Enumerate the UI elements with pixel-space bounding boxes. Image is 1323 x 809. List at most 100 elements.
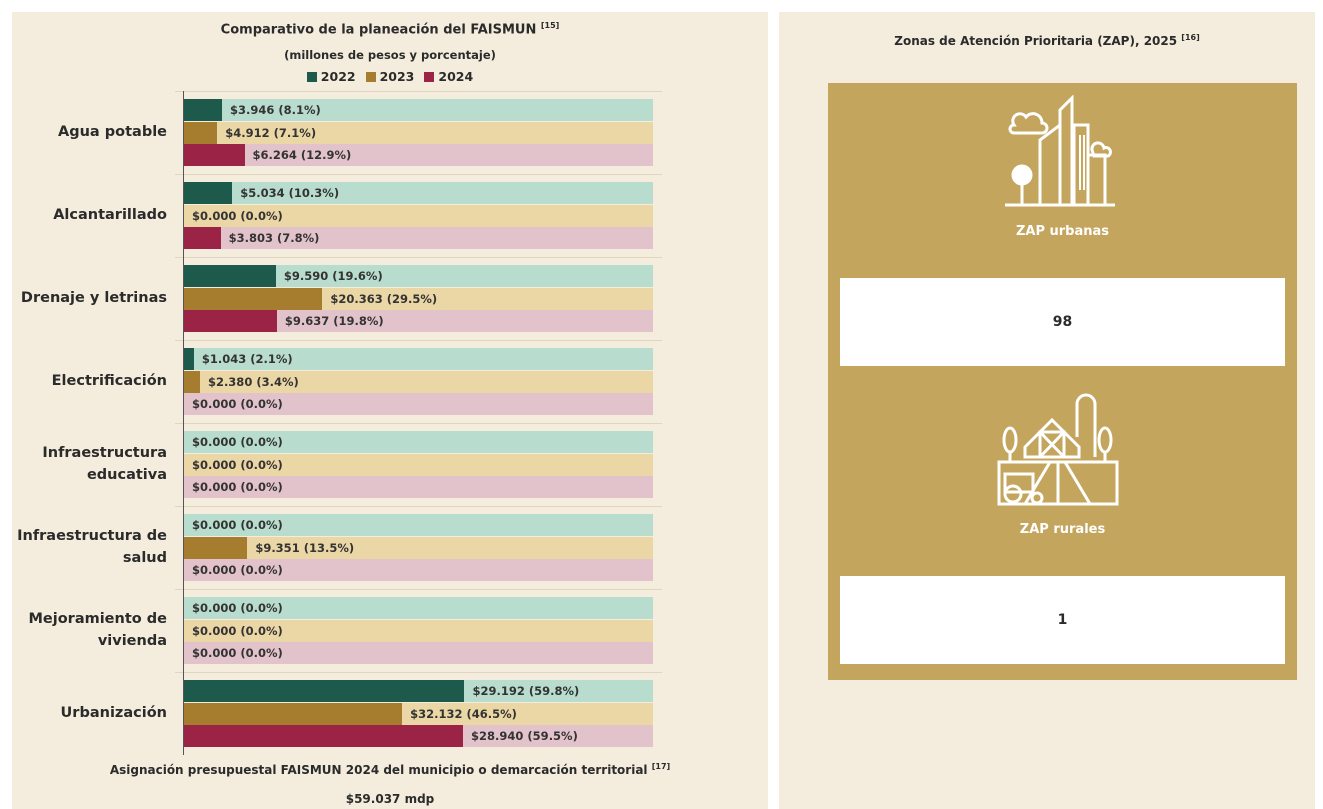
value-label: $20.363 (29.5%) [330,291,438,306]
separator [175,423,662,424]
bar [184,370,200,393]
chart-subtitle: (millones de pesos y porcentaje) [284,48,496,62]
footer-text: Asignación presupuestal FAISMUN 2024 del… [12,762,768,777]
bar-track [184,559,653,581]
value-label: $6.264 (12.9%) [252,148,352,162]
bar-track [184,265,653,287]
bar-track [184,182,653,204]
value-label: $0.000 (0.0%) [192,518,283,532]
chart: Agua potable $3.946 (8.1%) $4.912 (7.1%) $6… [17,91,662,755]
bar-track [184,619,653,642]
value-label: $5.034 (10.3%) [240,186,340,200]
bar-track [184,348,653,370]
title-text: Comparativo de la planeación del FAISMUN [220,22,537,38]
bar [184,182,233,204]
separator [175,174,662,175]
value-label: $9.637 (19.8%) [284,314,384,328]
zap-rural-label: ZAP rurales [1019,522,1106,537]
value-label: $9.590 (19.6%) [283,269,383,283]
value-label: $0.000 (0.0%) [192,208,283,223]
value-label: $0.000 (0.0%) [192,646,283,660]
value-label: $0.000 (0.0%) [192,563,283,577]
legend-label: 2024 [438,69,474,84]
bar [184,144,245,166]
category-label: Infraestructura de salud [17,528,167,566]
legend-item: 2023 [365,69,415,84]
bar-track [184,393,653,415]
category-label: Infraestructura educativa [42,445,167,483]
bar [184,725,464,747]
separator [175,91,662,92]
bar-track [184,99,653,121]
category-label: Drenaje y letrinas [20,290,167,306]
legend: 2022 2023 2024 [12,69,768,84]
bar-track [184,370,653,393]
bar-track [184,514,653,536]
category-label: Agua potable [58,124,167,140]
zap-title: Zonas de Atención Prioritaria (ZAP), 202… [779,33,1315,48]
legend-swatch [424,71,435,82]
bar-track [184,476,653,498]
bar [184,536,248,559]
zap-title-ref: [16] [1181,33,1200,42]
legend-item: 2022 [306,69,356,84]
bar-track [184,227,653,249]
urban-icon [1005,95,1115,207]
value-label: $0.000 (0.0%) [192,480,283,494]
bar [184,702,403,725]
separator [175,257,662,258]
category-label: Mejoramiento de vivienda [28,611,167,649]
footer-ref: [17] [651,762,671,771]
axis-line [183,91,184,755]
footer-value: $59.037 mdp [345,792,435,806]
bar [184,680,465,702]
value-label: $3.946 (8.1%) [229,103,321,117]
separator [175,589,662,590]
bar-track [184,310,653,332]
footer-label: Asignación presupuestal FAISMUN 2024 del… [109,763,648,777]
bar [184,265,276,287]
category-label: Urbanización [60,705,167,721]
value-label: $4.912 (7.1%) [225,125,317,140]
bar [184,310,277,332]
value-label: $0.000 (0.0%) [192,457,283,472]
value-label: $32.132 (46.5%) [410,706,517,721]
bar [184,348,194,370]
value-label: $28.940 (59.5%) [471,729,578,743]
bar-track [184,144,653,166]
legend-swatch [306,71,317,82]
separator [175,340,662,341]
category-label: Alcantarillado [53,207,167,223]
bar-track [184,642,653,664]
bar [184,227,221,249]
rural-icon [997,393,1119,506]
separator [175,672,662,673]
zap-rural-value: 1 [840,576,1285,664]
value-label: $29.192 (59.8%) [472,684,580,698]
zap-urban-label: ZAP urbanas [1015,224,1110,239]
value-label: $0.000 (0.0%) [192,397,283,411]
legend-item: 2024 [424,69,473,84]
value-label: $0.000 (0.0%) [192,623,283,638]
category-label: Electrificación [51,373,167,389]
legend-swatch [365,71,376,82]
bar-track [184,431,653,453]
value-label: $1.043 (2.1%) [201,352,293,366]
value-label: $0.000 (0.0%) [192,601,283,615]
value-label: $0.000 (0.0%) [192,435,283,449]
bar-track [184,597,653,619]
bar-track [184,121,653,144]
title-ref: [15] [540,21,560,30]
separator [175,506,662,507]
chart-title: Comparativo de la planeación del FAISMUN… [12,21,768,37]
bar [184,121,218,144]
value-label: $3.803 (7.8%) [228,231,320,245]
value-label: $2.380 (3.4%) [207,374,299,389]
bar-track [184,204,653,227]
value-label: $9.351 (13.5%) [255,540,355,555]
zap-urban-value: 98 [840,278,1285,366]
legend-label: 2023 [379,69,415,84]
bar [184,99,222,121]
zap-title-text: Zonas de Atención Prioritaria (ZAP), 202… [894,34,1178,48]
